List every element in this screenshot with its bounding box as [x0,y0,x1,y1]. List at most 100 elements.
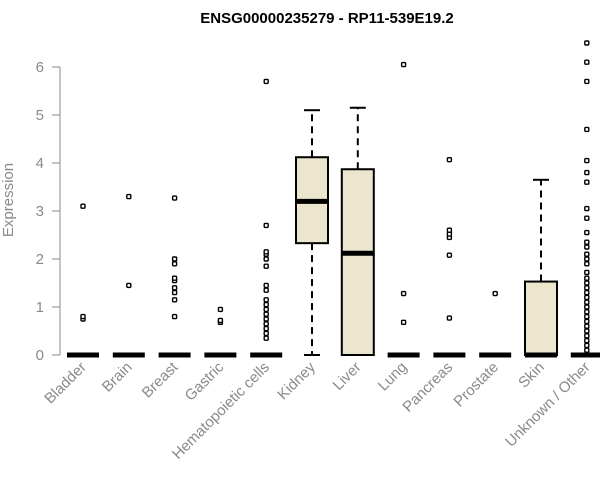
y-tick-label: 2 [36,251,44,268]
outlier-point [263,311,269,317]
outlier-point [446,252,453,258]
outlier-point [584,289,590,296]
outlier-point [263,287,269,293]
x-tick-label: Bladder [41,359,90,408]
x-tick-label: Skin [515,359,548,392]
y-tick-label: 4 [36,155,44,172]
x-tick-label: Kidney [274,358,319,403]
outlier-point [584,261,590,267]
x-tick-label: Unknown / Other [502,359,594,451]
outlier-point [584,309,590,315]
outlier-point [171,313,178,320]
outlier-point [584,285,590,291]
outlier-point [584,251,590,257]
outlier-point [584,59,590,65]
box-group [340,106,375,356]
outlier-point [400,61,407,68]
outlier-point [80,203,86,209]
outlier-point [584,313,590,320]
outlier-point [584,342,590,349]
outlier-point [400,319,407,326]
box-group [295,109,329,356]
outlier-point [584,239,590,245]
outlier-point [584,323,590,329]
outlier-point [217,306,224,313]
outlier-point [171,297,178,303]
box-group [112,193,145,358]
y-tick-label: 6 [36,59,44,76]
outlier-point [263,78,269,85]
outlier-point [171,285,178,291]
outlier-point [584,78,590,85]
outlier-point [584,126,590,133]
outlier-point [584,299,590,305]
outlier-point [263,256,269,262]
box-group [387,61,420,358]
outlier-point [584,205,590,212]
outlier-point [584,256,590,262]
outlier-point [263,306,269,313]
outlier-point [584,269,590,276]
x-tick-label: Pancreas [399,359,456,416]
box-body [340,168,375,356]
outlier-point [171,275,178,281]
outlier-point [446,227,453,233]
x-tick-label: Liver [330,359,365,394]
box-group [158,195,191,358]
outlier-point [171,195,178,201]
y-tick-label: 3 [36,203,44,220]
y-axis-ticks: 0 1 2 3 4 5 6 [36,59,60,364]
outlier-point [584,304,590,310]
outlier-point [126,282,132,289]
box-group [67,203,99,358]
box-body [524,280,558,356]
x-tick-label: Lung [375,359,411,395]
outlier-point [584,275,590,281]
outlier-point [263,330,269,337]
box-group [433,156,466,358]
y-axis-label: Expression [0,163,17,237]
box-group [524,178,558,358]
x-tick-label: Prostate [450,359,502,411]
outlier-point [171,289,178,296]
outlier-point [263,297,269,303]
outlier-point [584,169,590,176]
outlier-point [171,261,178,267]
outlier-point [584,294,590,301]
outlier-point [263,282,269,289]
box-group [250,78,283,358]
outlier-point [217,317,224,324]
outlier-point [584,40,590,46]
outlier-point [584,328,590,334]
outlier-point [171,256,178,262]
outlier-point [400,290,407,297]
boxes-layer [67,40,600,358]
y-tick-label: 0 [36,347,44,364]
outlier-point [80,313,86,320]
outlier-point [446,315,453,321]
outlier-point [263,321,269,327]
outlier-point [584,215,590,221]
outlier-point [263,316,269,322]
outlier-point [584,318,590,325]
outlier-point [263,301,269,308]
x-tick-label: Gastric [182,358,228,404]
outlier-point [126,193,132,200]
y-tick-label: 5 [36,107,44,124]
outlier-point [263,263,269,269]
outlier-point [492,290,498,297]
chart-title: ENSG00000235279 - RP11-539E19.2 [200,10,454,27]
outlier-point [584,347,590,353]
outlier-point [263,335,269,341]
y-tick-label: 1 [36,299,44,316]
outlier-point [584,157,590,164]
outlier-point [584,280,590,286]
box-group [479,290,512,358]
box-group [204,306,237,358]
outlier-point [263,222,269,229]
outlier-point [584,337,590,344]
x-tick-label: Brain [99,359,136,396]
